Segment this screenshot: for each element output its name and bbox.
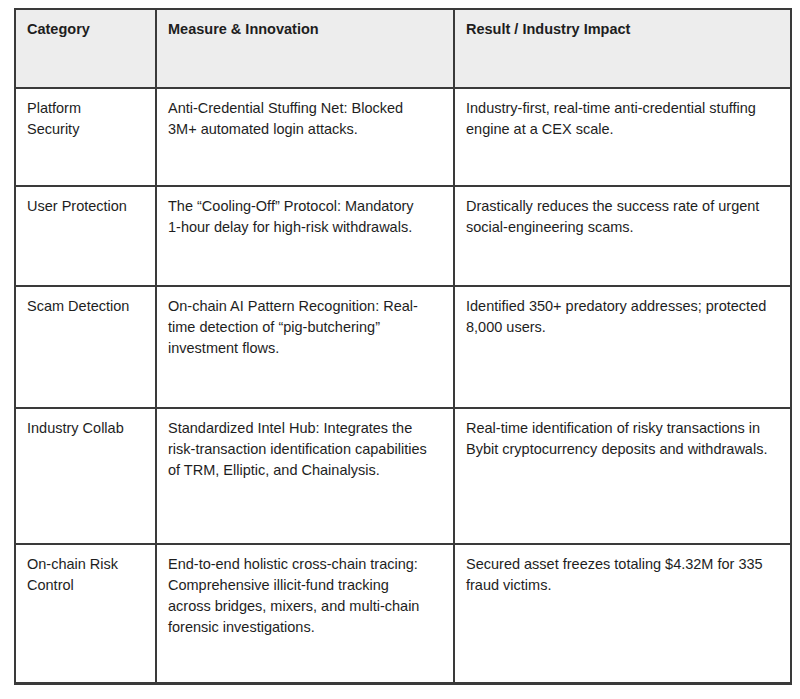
cell-result: Real-time identification of risky transa… xyxy=(454,408,791,544)
cell-measure: The “Cooling-Off” Protocol: Mandatory 1-… xyxy=(156,186,454,286)
header-cell-category: Category xyxy=(15,9,156,88)
cell-measure: Standardized Intel Hub: Integrates the r… xyxy=(156,408,454,544)
cell-category: Industry Collab xyxy=(15,408,156,544)
cell-category: On-chain Risk Control xyxy=(15,544,156,683)
table-row: On-chain Risk Control End-to-end holisti… xyxy=(15,544,791,683)
table-row: Industry Collab Standardized Intel Hub: … xyxy=(15,408,791,544)
cell-category: Platform Security xyxy=(15,88,156,186)
cell-measure: End-to-end holistic cross-chain tracing:… xyxy=(156,544,454,683)
table-row: Scam Detection On-chain AI Pattern Recog… xyxy=(15,286,791,408)
table-header: Category Measure & Innovation Result / I… xyxy=(15,9,791,88)
header-row: Category Measure & Innovation Result / I… xyxy=(15,9,791,88)
cell-result: Drastically reduces the success rate of … xyxy=(454,186,791,286)
table-row: User Protection The “Cooling-Off” Protoc… xyxy=(15,186,791,286)
cell-category: User Protection xyxy=(15,186,156,286)
cell-result: Industry-first, real-time anti-credentia… xyxy=(454,88,791,186)
table-body: Platform Security Anti-Credential Stuffi… xyxy=(15,88,791,683)
table-row: Platform Security Anti-Credential Stuffi… xyxy=(15,88,791,186)
security-impact-table: Category Measure & Innovation Result / I… xyxy=(14,8,792,685)
header-cell-measure: Measure & Innovation xyxy=(156,9,454,88)
header-cell-result: Result / Industry Impact xyxy=(454,9,791,88)
cell-measure: On-chain AI Pattern Recognition: Real-ti… xyxy=(156,286,454,408)
cell-measure: Anti-Credential Stuffing Net: Blocked 3M… xyxy=(156,88,454,186)
cell-category: Scam Detection xyxy=(15,286,156,408)
cell-result: Secured asset freezes totaling $4.32M fo… xyxy=(454,544,791,683)
cell-result: Identified 350+ predatory addresses; pro… xyxy=(454,286,791,408)
page: Category Measure & Innovation Result / I… xyxy=(0,0,800,699)
